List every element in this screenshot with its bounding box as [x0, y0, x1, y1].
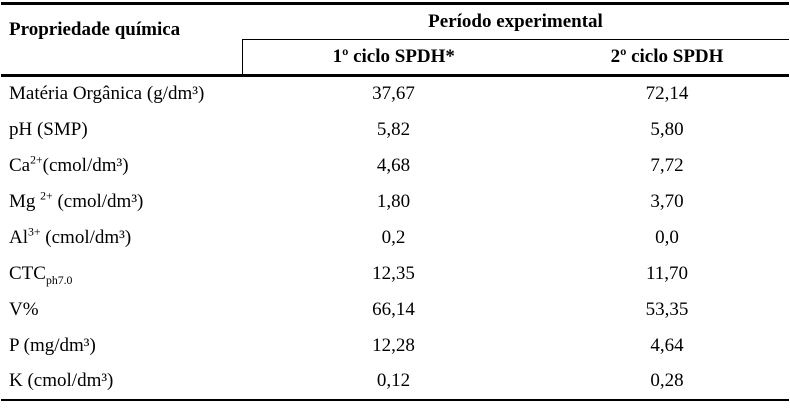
row-label: Matéria Orgânica (g/dm³): [1, 76, 242, 112]
row-label: pH (SMP): [1, 112, 242, 148]
label-superscript: 2+: [30, 153, 43, 167]
label-text: Al: [9, 226, 28, 248]
row-label: Ca2+(cmol/dm³): [1, 148, 242, 184]
label-text: CTC: [9, 262, 46, 284]
cell-value-cycle-1: 1,80: [376, 190, 411, 212]
table-row: Mg 2+ (cmol/dm³) 1,80 3,70: [1, 184, 789, 220]
label-superscript: 2+: [40, 189, 53, 203]
table-row: CTCph7.0 12,35 11,70: [1, 256, 789, 292]
label-superscript: 3+: [28, 225, 41, 239]
label-text-post: (cmol/dm³): [52, 190, 144, 212]
column-header-cycle-2: 2º ciclo SPDH: [545, 39, 789, 77]
cell-value-cycle-2: 3,70: [650, 190, 684, 212]
cell-value-cycle-2: 0,28: [650, 370, 684, 391]
row-label: K (cmol/dm³): [1, 364, 242, 400]
cell-value-cycle-2: 53,35: [645, 298, 689, 320]
cell-value-cycle-2: 11,70: [645, 262, 689, 284]
row-label: Mg 2+ (cmol/dm³): [1, 184, 242, 220]
table-row: P (mg/dm³) 12,28 4,64: [1, 328, 789, 364]
label-text: Matéria Orgânica (g/dm³): [9, 83, 205, 105]
column-group-header-period: Período experimental: [242, 3, 789, 40]
row-label: V%: [1, 292, 242, 328]
cell-value-cycle-2: 5,80: [650, 118, 684, 140]
table-row: V% 66,14 53,35: [1, 292, 789, 328]
table-row: Al3+ (cmol/dm³) 0,2 0,0: [1, 220, 789, 256]
label-text: pH (SMP): [9, 118, 88, 140]
row-label: P (mg/dm³): [1, 328, 242, 364]
cell-value-cycle-1: 66,14: [372, 298, 415, 320]
cell-value-cycle-1: 37,67: [372, 83, 415, 105]
soil-chemistry-table: Propriedade química Período experimental…: [1, 2, 789, 401]
label-text: Mg: [9, 190, 41, 212]
cell-value-cycle-1: 5,82: [376, 118, 411, 140]
label-text: V%: [9, 298, 39, 320]
cell-value-cycle-1: 12,35: [372, 262, 415, 284]
cell-value-cycle-2: 0,0: [655, 226, 679, 248]
cell-value-cycle-1: 0,12: [376, 370, 411, 391]
cell-value-cycle-1: 0,2: [381, 226, 406, 248]
table-row: Ca2+(cmol/dm³) 4,68 7,72: [1, 148, 789, 184]
table-row: Matéria Orgânica (g/dm³) 37,67 72,14: [1, 76, 789, 112]
cell-value-cycle-2: 7,72: [650, 154, 684, 176]
label-text: P (mg/dm³): [9, 334, 96, 356]
cell-value-cycle-1: 12,28: [372, 334, 415, 356]
table-row: pH (SMP) 5,82 5,80: [1, 112, 789, 148]
row-label: CTCph7.0: [1, 256, 242, 292]
column-header-cycle-1: 1º ciclo SPDH*: [241, 39, 545, 77]
cell-value-cycle-2: 72,14: [645, 83, 689, 105]
table-row: K (cmol/dm³) 0,12 0,28: [1, 364, 789, 400]
cell-value-cycle-2: 4,64: [650, 334, 684, 356]
label-text-post: (cmol/dm³): [42, 154, 129, 176]
column-header-property: Propriedade química: [1, 3, 242, 77]
label-text: K (cmol/dm³): [9, 370, 114, 391]
label-text: Ca: [9, 154, 31, 176]
label-subscript: ph7.0: [45, 273, 73, 287]
label-text-post: (cmol/dm³): [40, 226, 132, 248]
cell-value-cycle-1: 4,68: [376, 154, 411, 176]
row-label: Al3+ (cmol/dm³): [1, 220, 242, 256]
